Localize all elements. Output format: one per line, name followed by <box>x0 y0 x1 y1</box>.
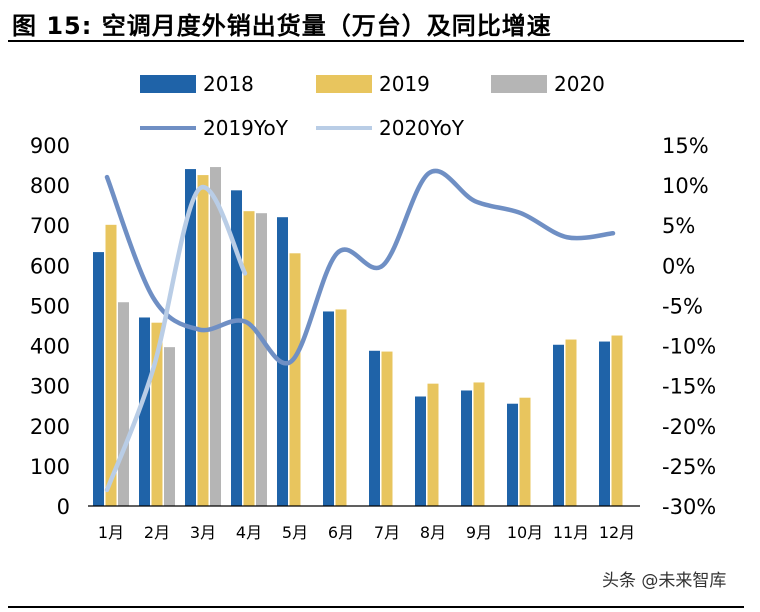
y-left-tick-label: 700 <box>30 214 70 238</box>
y-left-tick-label: 300 <box>30 375 70 399</box>
y-right-tick-label: -25% <box>662 455 716 479</box>
x-tick-label: 7月 <box>374 523 400 542</box>
x-tick-label: 12月 <box>599 523 635 542</box>
legend-swatch-2018 <box>140 75 196 93</box>
legend-swatch-2020 <box>491 75 547 93</box>
legend-swatch-2019 <box>316 75 372 93</box>
y-left-tick-label: 800 <box>30 174 70 198</box>
figure-title: 图 15: 空调月度外销出货量（万台）及同比增速 <box>12 12 552 40</box>
bar-2019 <box>105 224 117 506</box>
bar-2018 <box>553 344 564 506</box>
bar-2018 <box>507 403 518 506</box>
watermark: 头条 @未来智库 <box>602 571 727 591</box>
bar-2020 <box>256 213 267 506</box>
y-right-tick-label: -5% <box>662 294 703 318</box>
bar-2018 <box>369 350 380 506</box>
bar-2018 <box>415 396 426 506</box>
bar-2018 <box>139 317 150 506</box>
legend-label-2018: 2018 <box>203 72 254 96</box>
x-tick-label: 6月 <box>328 523 354 542</box>
y-right-tick-label: -30% <box>662 495 716 519</box>
bar-2020 <box>210 167 221 507</box>
bar-2018 <box>599 341 610 506</box>
legend-label-2020YoY: 2020YoY <box>379 116 465 140</box>
x-tick-label: 2月 <box>144 523 170 542</box>
x-tick-label: 10月 <box>507 523 543 542</box>
bars <box>93 167 623 507</box>
bar-2018 <box>185 169 196 507</box>
x-tick-label: 3月 <box>190 523 216 542</box>
y-right-tick-label: 0% <box>662 254 695 278</box>
bar-2019 <box>473 382 485 506</box>
y-left-tick-label: 200 <box>30 415 70 439</box>
y-right-tick-label: 5% <box>662 214 695 238</box>
bar-2019 <box>289 253 301 506</box>
y-right-tick-label: -20% <box>662 415 716 439</box>
y-axis-left: 0 100 200 300 400 500 600 700 800 900 <box>30 134 70 519</box>
x-tick-label: 1月 <box>98 523 124 542</box>
bar-2020 <box>118 302 129 506</box>
x-tick-label: 11月 <box>553 523 589 542</box>
y-right-tick-label: 10% <box>662 174 709 198</box>
bar-2019 <box>427 383 439 506</box>
y-axis-right: -30% -25% -20% -15% -10% -5% 0% 5% 10% 15% <box>662 134 716 519</box>
bar-2018 <box>461 390 472 506</box>
bottom-rule <box>8 606 744 608</box>
bar-2018 <box>231 190 242 506</box>
bar-2019 <box>611 335 623 506</box>
y-right-tick-label: -15% <box>662 375 716 399</box>
y-left-tick-label: 0 <box>57 495 70 519</box>
x-tick-label: 9月 <box>466 523 492 542</box>
bar-2019 <box>519 397 531 506</box>
bar-2019 <box>197 175 209 507</box>
bar-2019 <box>151 322 163 506</box>
y-right-tick-label: 15% <box>662 134 709 158</box>
x-axis: 1月 2月 3月 4月 5月 6月 7月 8月 9月 10月 11月 12月 <box>88 505 640 542</box>
y-left-tick-label: 600 <box>30 254 70 278</box>
x-tick-label: 5月 <box>282 523 308 542</box>
legend-label-2019YoY: 2019YoY <box>203 116 289 140</box>
y-left-tick-label: 100 <box>30 455 70 479</box>
x-tick-label: 4月 <box>236 523 262 542</box>
bar-2018 <box>323 311 334 506</box>
bar-2019 <box>335 309 347 506</box>
line-2020YoY <box>104 184 248 493</box>
y-left-tick-label: 400 <box>30 335 70 359</box>
line-2019YoY <box>104 168 616 366</box>
legend: 2018 2019 2020 2019YoY 2020YoY <box>140 72 605 140</box>
bar-2018 <box>93 252 104 506</box>
top-rule <box>8 40 744 42</box>
yoy-lines <box>104 168 616 493</box>
y-left-tick-label: 500 <box>30 294 70 318</box>
x-tick-label: 8月 <box>420 523 446 542</box>
bar-2019 <box>243 211 255 506</box>
y-right-tick-label: -10% <box>662 335 716 359</box>
legend-label-2019: 2019 <box>379 72 430 96</box>
bar-2019 <box>565 339 577 506</box>
y-left-tick-label: 900 <box>30 134 70 158</box>
bar-2019 <box>381 351 393 506</box>
bar-2020 <box>164 347 175 506</box>
legend-label-2020: 2020 <box>554 72 605 96</box>
